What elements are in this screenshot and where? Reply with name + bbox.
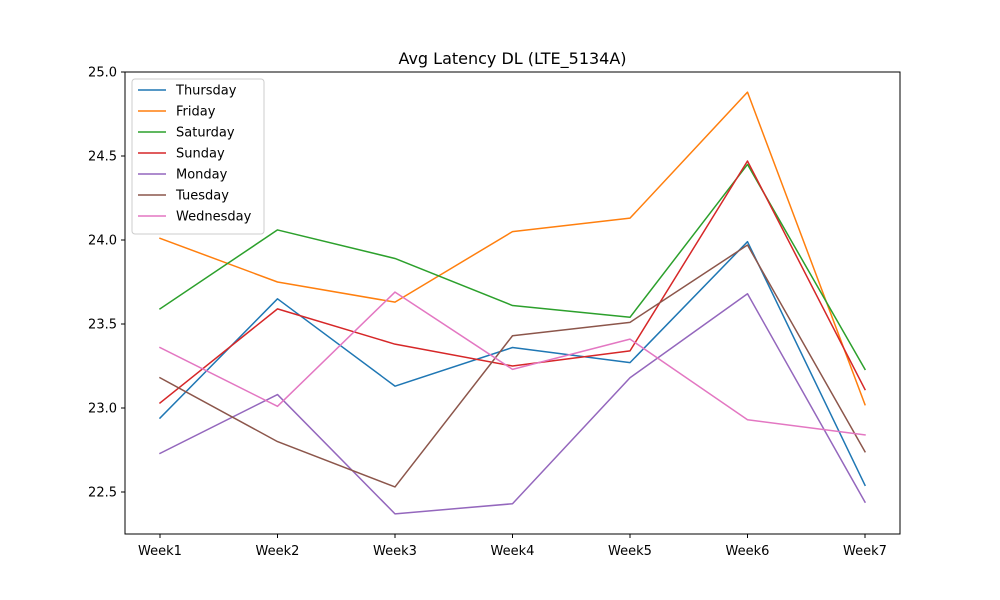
- y-tick-label: 23.0: [88, 402, 117, 417]
- series-line-monday: [158, 293, 867, 515]
- legend-label-friday: Friday: [176, 105, 216, 120]
- plot-area: [158, 91, 867, 515]
- y-tick-label: 24.5: [88, 150, 117, 165]
- y-tick-label: 23.5: [88, 318, 117, 333]
- x-tick-label: Week6: [726, 544, 770, 559]
- legend-label-wednesday: Wednesday: [176, 210, 252, 225]
- x-tick-label: Week4: [491, 544, 535, 559]
- y-tick-label: 22.5: [88, 486, 117, 501]
- series-line-sunday: [158, 160, 867, 405]
- x-tick-label: Week3: [373, 544, 417, 559]
- y-tick-label: 25.0: [88, 66, 117, 81]
- x-tick-label: Week7: [843, 544, 887, 559]
- y-tick-label: 24.0: [88, 234, 117, 249]
- series-line-friday: [159, 91, 866, 406]
- series-line-wednesday: [158, 291, 866, 436]
- series-line-tuesday: [158, 244, 867, 488]
- legend: Thursday Friday Saturday Sunday Monday Tuesda…: [131, 78, 265, 235]
- legend-label-tuesday: Tuesday: [175, 189, 229, 204]
- legend-label-saturday: Saturday: [176, 126, 235, 141]
- x-tick-label: Week5: [608, 544, 652, 559]
- x-tick-label: Week2: [256, 544, 300, 559]
- x-tick-label: Week1: [138, 544, 182, 559]
- axes: Week1 Week2 Week3 Week4 Week5 Week6 Week7 22.5 2…: [88, 66, 901, 559]
- legend-label-monday: Monday: [176, 168, 228, 183]
- legend-label-thursday: Thursday: [175, 84, 237, 99]
- legend-label-sunday: Sunday: [176, 147, 225, 162]
- chart-title: Avg Latency DL (LTE_5134A): [398, 49, 626, 69]
- series-line-saturday: [158, 163, 867, 371]
- series-line-thursday: [158, 240, 867, 487]
